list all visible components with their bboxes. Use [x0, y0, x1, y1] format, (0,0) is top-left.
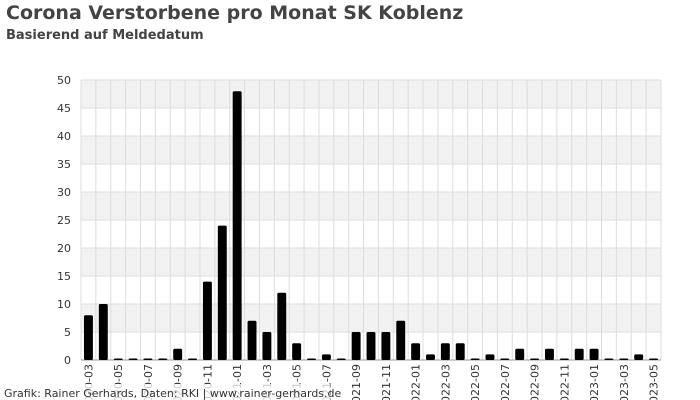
- y-tick-label: 0: [64, 354, 71, 367]
- bar: [649, 358, 659, 360]
- x-tick-label: 2023-03: [618, 364, 631, 400]
- bar: [277, 292, 287, 360]
- y-tick-label: 35: [57, 158, 71, 171]
- bar: [336, 358, 346, 360]
- x-tick-label: 2022-01: [410, 364, 423, 400]
- y-tick-label: 20: [57, 242, 71, 255]
- x-tick-label: 2022-03: [439, 364, 452, 400]
- bar: [485, 354, 495, 360]
- bar: [634, 354, 644, 360]
- footer-bg: [0, 384, 330, 400]
- bar: [545, 348, 554, 360]
- bar: [470, 358, 480, 360]
- bar: [232, 91, 242, 360]
- bar: [307, 358, 316, 360]
- grid-band: [81, 80, 661, 108]
- bar: [158, 358, 168, 360]
- x-tick-label: 2022-09: [529, 364, 542, 400]
- y-tick-label: 30: [57, 186, 71, 199]
- bar: [188, 358, 197, 360]
- bar: [83, 315, 93, 360]
- grid-band: [81, 164, 661, 192]
- bar: [321, 354, 331, 360]
- bar: [351, 332, 361, 360]
- grid-band: [81, 220, 661, 248]
- bar: [559, 358, 569, 360]
- bar: [530, 358, 540, 360]
- bar: [619, 358, 629, 360]
- y-tick-label: 40: [57, 130, 71, 143]
- bar: [202, 281, 212, 360]
- bar: [143, 358, 153, 360]
- y-tick-label: 25: [57, 214, 71, 227]
- bar: [604, 358, 614, 360]
- bar: [292, 343, 302, 360]
- bar: [173, 348, 183, 360]
- grid-band: [81, 304, 661, 332]
- bar: [396, 320, 406, 360]
- bar: [440, 343, 450, 360]
- x-tick-label: 2022-07: [499, 364, 512, 400]
- grid-band: [81, 108, 661, 136]
- grid-band: [81, 248, 661, 276]
- x-tick-label: 2023-05: [648, 364, 661, 400]
- y-tick-label: 15: [57, 270, 71, 283]
- source-note: Grafik: Rainer Gerhards, Daten: RKI | ww…: [4, 387, 342, 400]
- chart-title: Corona Verstorbene pro Monat SK Koblenz: [6, 2, 463, 24]
- chart-subtitle: Basierend auf Meldedatum: [6, 28, 204, 43]
- y-tick-label: 50: [57, 74, 71, 87]
- bar: [515, 348, 525, 360]
- bar: [574, 348, 584, 360]
- y-tick-label: 10: [57, 298, 71, 311]
- bar: [98, 304, 108, 360]
- bar: [217, 225, 227, 360]
- x-tick-label: 2021-09: [350, 364, 363, 400]
- bar: [589, 348, 599, 360]
- y-tick-label: 45: [57, 102, 71, 115]
- bar: [113, 358, 123, 360]
- bar: [411, 343, 421, 360]
- bar: [247, 320, 257, 360]
- bar: [366, 332, 376, 360]
- x-tick-label: 2022-11: [558, 364, 571, 400]
- y-tick-label: 5: [64, 326, 71, 339]
- bar: [455, 343, 465, 360]
- x-tick-label: 2023-01: [588, 364, 601, 400]
- x-tick-label: 2022-05: [469, 364, 482, 400]
- grid-band: [81, 136, 661, 164]
- grid-band: [81, 276, 661, 304]
- bar: [128, 358, 138, 360]
- bar: [426, 354, 435, 360]
- bar: [381, 332, 391, 360]
- bar: [262, 332, 272, 360]
- x-tick-label: 2021-11: [380, 364, 393, 400]
- grid-band: [81, 192, 661, 220]
- bar: [500, 358, 510, 360]
